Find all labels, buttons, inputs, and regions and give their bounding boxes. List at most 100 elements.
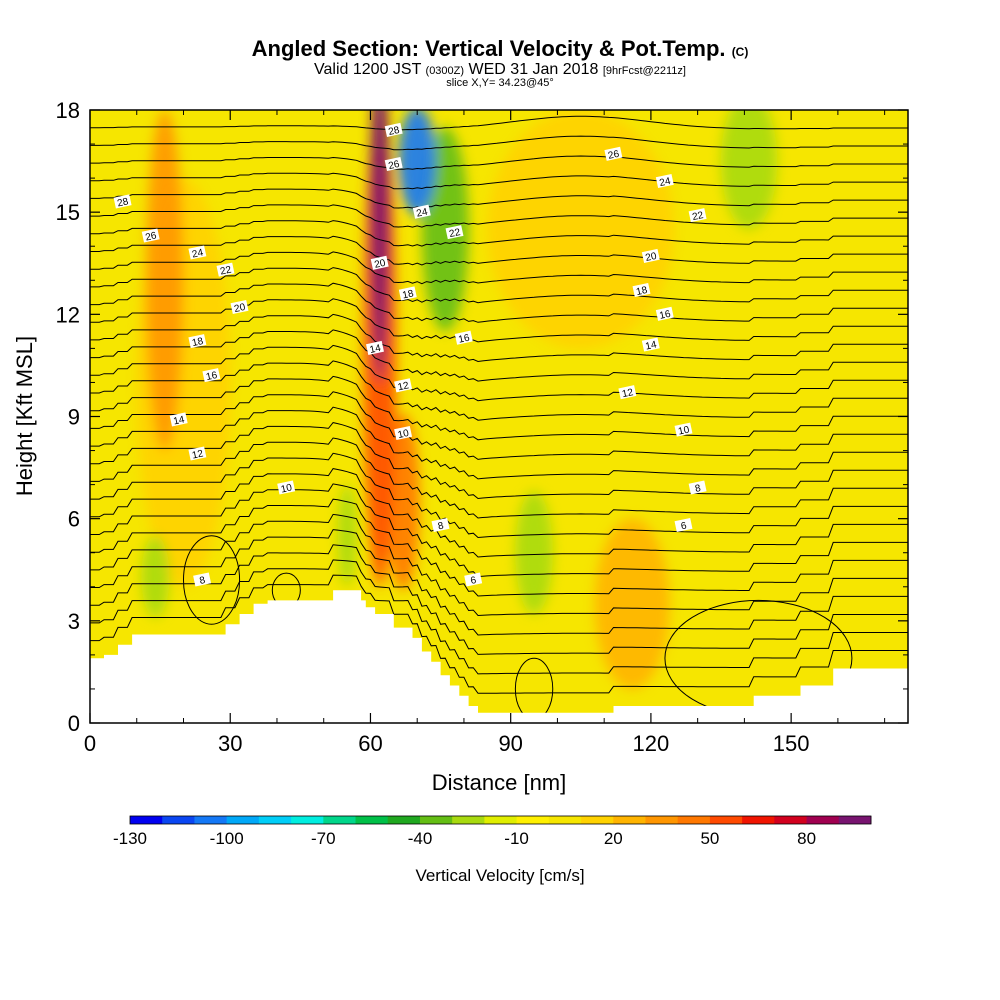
colorbar-swatch	[419, 816, 453, 824]
chart-title: Angled Section: Vertical Velocity & Pot.…	[0, 36, 1000, 62]
contour-label-text: 24	[191, 247, 205, 260]
contour-label: 8	[431, 517, 450, 532]
contour-label: 26	[384, 156, 403, 172]
colorbar-swatch	[194, 816, 228, 824]
isentrope-line	[90, 155, 908, 170]
contour-label-box	[688, 208, 707, 223]
contour-label-text: 16	[205, 370, 219, 383]
colorbar-swatch	[291, 816, 324, 824]
colorbar-tick-label: -10	[504, 829, 529, 848]
contour-label-box	[394, 425, 413, 441]
contour-label-text: 8	[199, 575, 207, 587]
colorbar-tick-label: -130	[113, 829, 147, 848]
isentrope-line	[90, 437, 908, 519]
chart-subtitle: Valid 1200 JST (0300Z) WED 31 Jan 2018 […	[0, 61, 1000, 79]
contour-label-box	[277, 480, 296, 495]
contour-label-box	[674, 517, 693, 533]
colorbar-swatch	[258, 816, 292, 824]
colorbar-swatch	[838, 816, 872, 824]
isentrope-line	[90, 498, 908, 597]
vertical-velocity-field	[90, 110, 908, 723]
contour-label: 22	[688, 208, 707, 223]
isentrope-line	[90, 235, 908, 266]
valid-utc: (0300Z)	[425, 65, 465, 77]
x-axis: 0 30 60 90 120 150	[84, 110, 886, 756]
colorbar-swatch	[645, 816, 679, 824]
isentrope-line	[90, 360, 908, 421]
contour-label-text: 26	[387, 159, 401, 172]
contour-label: 20	[230, 299, 249, 315]
y-tick-label: 9	[68, 405, 80, 430]
velocity-cell	[515, 491, 553, 615]
isentrope-line	[90, 574, 908, 694]
contour-label-text: 22	[219, 264, 233, 277]
colorbar-swatch	[484, 816, 518, 824]
contour-label-box	[412, 204, 431, 219]
isentrope-line	[90, 172, 908, 190]
valid-prefix: Valid 1200 JST	[314, 61, 422, 78]
colorbar-swatch	[774, 816, 807, 824]
isentrope-line	[90, 282, 908, 323]
y-axis: 0 3 6 9 12 15 18	[56, 98, 908, 736]
contour-label-box	[641, 337, 660, 352]
y-tick-label: 0	[68, 711, 80, 736]
colorbar-tick-label: 80	[797, 829, 816, 848]
contour-label: 18	[632, 282, 651, 298]
contour-label: 26	[141, 228, 160, 244]
contour-label-box	[394, 378, 413, 393]
contour-label-text: 18	[402, 288, 416, 301]
contour-label: 22	[216, 262, 235, 278]
contour-label: 14	[366, 340, 384, 356]
contour-label: 10	[277, 480, 296, 496]
contour-label-text: 8	[437, 520, 445, 532]
contour-label: 12	[394, 378, 413, 393]
velocity-cell	[487, 110, 675, 349]
contour-label-text: 26	[607, 149, 621, 162]
contour-label: 12	[618, 385, 637, 400]
colorbar-tick-label: -40	[408, 829, 433, 848]
contour-label-box	[141, 228, 160, 243]
contour-label: 12	[188, 446, 207, 462]
contour-label-text: 22	[448, 227, 462, 240]
contour-label-box	[454, 330, 473, 345]
chart-title-text: Angled Section: Vertical Velocity & Pot.…	[251, 36, 726, 61]
contour-label: 10	[674, 422, 693, 438]
contour-label: 20	[641, 248, 660, 264]
contour-label-box	[674, 422, 693, 437]
x-tick-label: 60	[358, 731, 382, 756]
colorbar-tick-label: 50	[700, 829, 719, 848]
contour-label-text: 14	[369, 343, 383, 356]
colorbar-swatch	[452, 816, 485, 824]
contour-label-text: 28	[387, 125, 401, 138]
isentrope-line	[90, 483, 908, 578]
contour-label: 8	[193, 572, 212, 587]
isentrope-line	[90, 267, 908, 304]
contour-label-text: 12	[191, 448, 205, 461]
contour-label-box	[216, 262, 235, 277]
potential-temperature-contours	[90, 115, 908, 721]
contour-label-box	[398, 286, 417, 301]
contour-label-box	[230, 299, 249, 315]
x-axis-label: Distance [nm]	[432, 770, 567, 795]
contour-label: 24	[655, 173, 674, 189]
contour-label-text: 22	[691, 210, 705, 223]
contour-label-text: 20	[645, 251, 659, 264]
colorbar-label: Vertical Velocity [cm/s]	[415, 866, 584, 885]
y-axis-label: Height [Kft MSL]	[12, 336, 37, 496]
colorbar-tick-label: -100	[210, 829, 244, 848]
velocity-cell	[721, 110, 778, 230]
isentrope-line	[90, 135, 908, 151]
contour-label-text: 10	[677, 424, 691, 437]
valid-date: WED 31 Jan 2018	[468, 61, 599, 78]
colorbar-swatch	[355, 816, 389, 824]
colorbar-swatch	[548, 816, 582, 824]
contour-label-box	[188, 334, 207, 349]
x-tick-label: 30	[218, 731, 242, 756]
colorbar-swatch	[130, 816, 163, 824]
contour-label-box	[655, 173, 674, 189]
contour-label-box	[618, 385, 637, 400]
colorbar-swatch	[709, 816, 743, 824]
isentrope-line	[90, 188, 908, 209]
contour-label-text: 6	[470, 575, 478, 587]
